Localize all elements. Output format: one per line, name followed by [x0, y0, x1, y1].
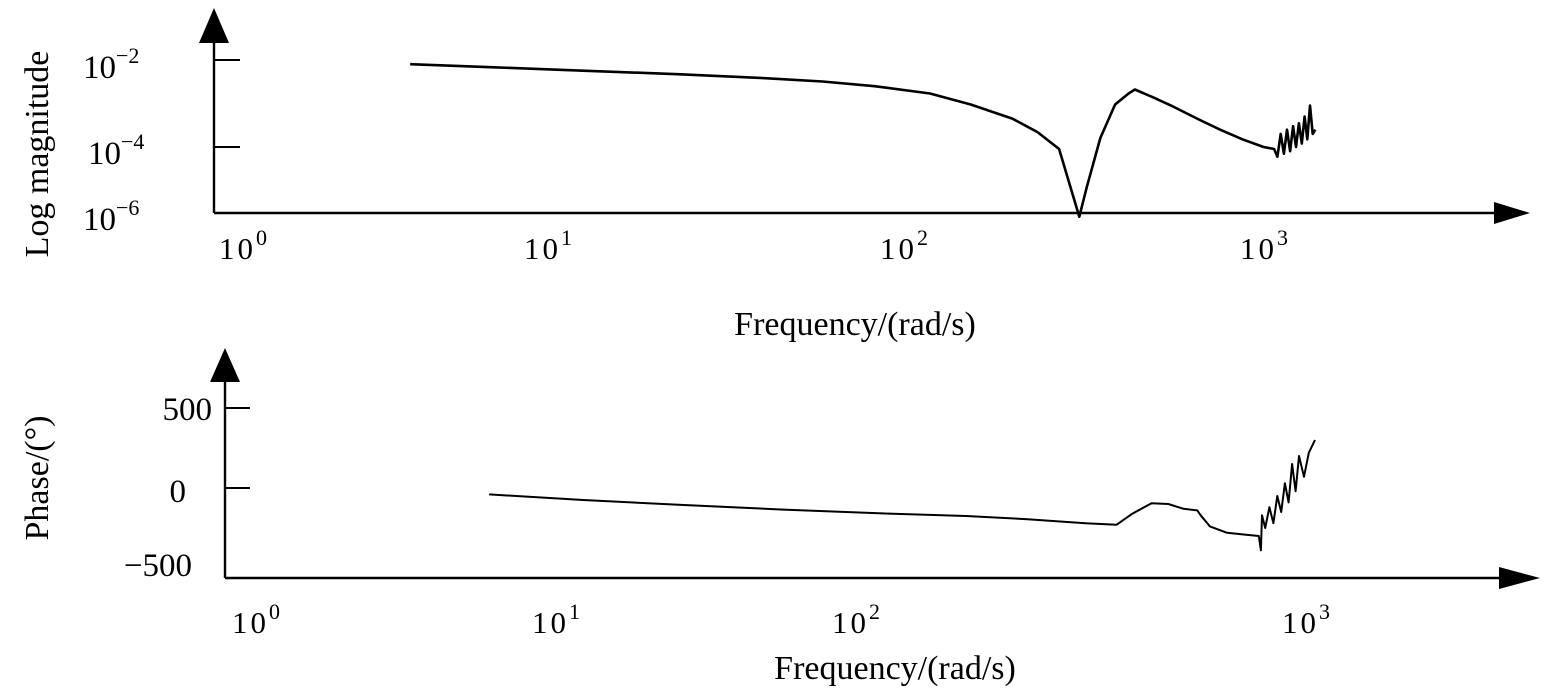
phase-ytick-label-2: 0 [170, 474, 187, 510]
magnitude-x-axis-arrowhead [1494, 202, 1530, 224]
magnitude-ytick-label-3: 10−6 [83, 195, 139, 238]
magnitude-xtick-label-2: 101 [524, 225, 572, 266]
magnitude-xtick-label-4: 103 [1240, 225, 1288, 266]
magnitude-plot: 10−2 10−4 10−6 Log magnitude 100 101 102… [19, 8, 1530, 343]
phase-xtick-label-1: 100 [232, 599, 280, 640]
magnitude-ytick-label-2: 10−4 [88, 129, 144, 172]
phase-x-axis-title: Frequency/(rad/s) [774, 650, 1016, 687]
phase-y-axis-arrowhead [210, 348, 240, 382]
phase-ytick-label-1: 500 [163, 392, 213, 428]
phase-plot: 500 0 −500 Phase/(°) 100 101 102 103 Fre… [19, 348, 1540, 687]
magnitude-response-line [410, 62, 1317, 218]
magnitude-x-axis-title: Frequency/(rad/s) [734, 306, 976, 343]
phase-x-axis-arrowhead [1499, 567, 1540, 589]
magnitude-y-axis-title: Log magnitude [19, 51, 56, 258]
phase-response-line [489, 439, 1316, 552]
phase-y-axis-title: Phase/(°) [19, 415, 56, 540]
phase-ytick-label-3: −500 [124, 548, 192, 584]
phase-xtick-label-4: 103 [1282, 599, 1330, 640]
phase-xtick-label-3: 102 [832, 599, 880, 640]
phase-xtick-label-2: 101 [532, 599, 580, 640]
magnitude-xtick-label-3: 102 [880, 225, 928, 266]
magnitude-ytick-label-1: 10−2 [83, 43, 139, 86]
magnitude-xtick-label-1: 100 [219, 225, 267, 266]
magnitude-y-axis-arrowhead [199, 8, 229, 43]
